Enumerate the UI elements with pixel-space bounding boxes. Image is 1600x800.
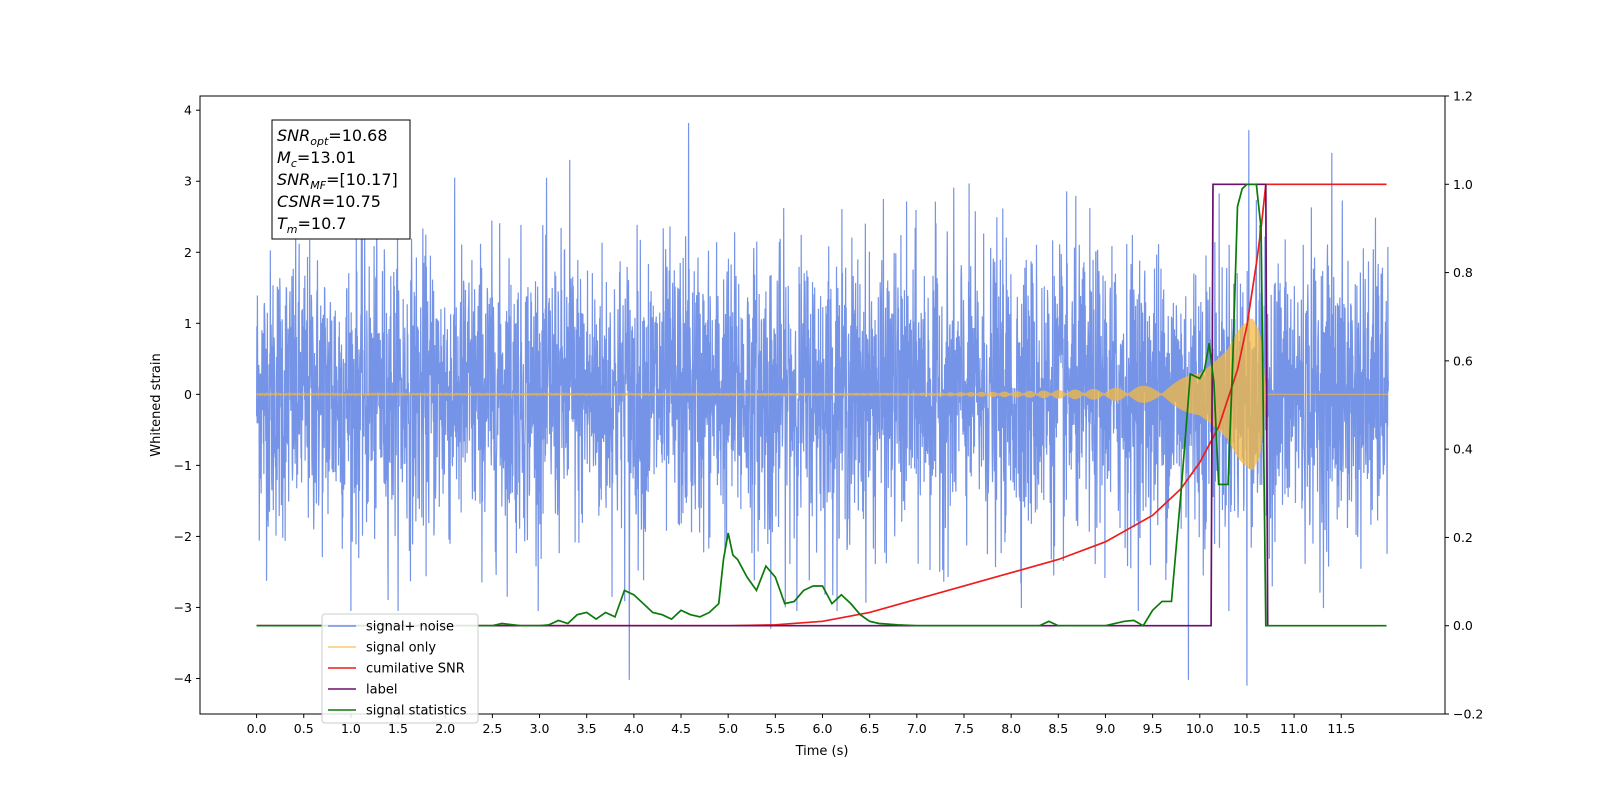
legend-entry: signal only — [366, 641, 436, 656]
x-tick-label: 8.0 — [1001, 721, 1021, 736]
x-tick-label: 7.0 — [907, 721, 927, 736]
annotation-symbol: M — [277, 148, 291, 167]
x-tick-label: 5.0 — [718, 721, 738, 736]
annotation-value: =13.01 — [297, 148, 356, 167]
legend: signal+ noise signal only cumilative SNR la… — [321, 613, 479, 724]
x-tick-label: 0.0 — [247, 721, 267, 736]
y-tick-label: −4 — [174, 671, 192, 686]
legend-entry: signal statistics — [366, 704, 467, 719]
x-tick-label: 6.0 — [813, 721, 833, 736]
series-cumulative-snr — [256, 183, 1387, 627]
legend-entry: signal+ noise — [366, 620, 454, 635]
x-tick-label: 3.0 — [530, 721, 550, 736]
y-tick-label: 0 — [184, 387, 192, 402]
annotation-frame — [271, 119, 411, 240]
right-y-tick-label: −0.2 — [1453, 707, 1483, 722]
annotation-subscript: MF — [310, 179, 326, 192]
right-y-tick-label: 0.0 — [1453, 618, 1473, 633]
x-tick-label: 11.5 — [1327, 721, 1355, 736]
x-axis: 0.0 0.5 1.0 1.5 2.0 2.5 3.0 3.5 4.0 4.5 5.0 5.5 6.0 6… — [247, 714, 1355, 736]
x-tick-label: 4.5 — [671, 721, 691, 736]
annotation-subscript: opt — [310, 135, 329, 148]
x-tick-label: 10.0 — [1186, 721, 1214, 736]
x-tick-label: 1.0 — [341, 721, 361, 736]
x-tick-label: 6.5 — [860, 721, 880, 736]
x-tick-label: 8.5 — [1048, 721, 1068, 736]
y-tick-label: 4 — [184, 103, 192, 118]
y-tick-label: −2 — [174, 529, 192, 544]
x-tick-label: 7.5 — [954, 721, 974, 736]
x-tick-label: 2.0 — [435, 721, 455, 736]
x-tick-label: 10.5 — [1233, 721, 1261, 736]
y-tick-label: 2 — [184, 245, 192, 260]
annotation-subscript: c — [291, 157, 297, 170]
annotation-line: Mc=13.01 — [277, 148, 356, 170]
right-y-axis: 1.2 1.0 0.8 0.6 0.4 0.2 0.0 −0.2 — [1445, 89, 1483, 722]
x-tick-label: 5.5 — [765, 721, 785, 736]
y-tick-label: −1 — [174, 458, 192, 473]
annotation-value: =10.7 — [298, 214, 347, 233]
legend-entry: cumilative SNR — [366, 662, 465, 677]
x-tick-label: 0.5 — [294, 721, 314, 736]
x-tick-label: 2.5 — [482, 721, 502, 736]
legend-frame — [321, 613, 479, 724]
right-y-tick-label: 0.8 — [1453, 265, 1473, 280]
annotation-box: SNRopt=10.68Mc=13.01SNRMF=[10.17]CSNR=10… — [271, 119, 411, 240]
series-signal-only — [256, 318, 1389, 471]
right-y-tick-label: 0.6 — [1453, 353, 1473, 368]
annotation-value: =10.75 — [322, 192, 381, 211]
right-y-tick-label: 1.0 — [1453, 177, 1473, 192]
legend-entry: label — [366, 683, 397, 698]
series-label — [256, 183, 1269, 627]
annotation-line: SNRopt=10.68 — [277, 126, 388, 148]
annotation-line: SNRMF=[10.17] — [277, 170, 398, 192]
x-axis-label: Time (s) — [795, 744, 849, 759]
x-tick-label: 4.0 — [624, 721, 644, 736]
annotation-symbol: CSNR — [277, 192, 322, 211]
right-y-tick-label: 0.4 — [1453, 442, 1473, 457]
x-tick-label: 9.5 — [1143, 721, 1163, 736]
y-axis-label: Whitened strain — [149, 353, 164, 456]
right-y-tick-label: 1.2 — [1453, 89, 1473, 104]
annotation-symbol: SNR — [277, 126, 310, 145]
series-layer — [255, 122, 1390, 686]
annotation-line: CSNR=10.75 — [277, 192, 381, 211]
annotation-value: =10.68 — [328, 126, 387, 145]
x-tick-label: 9.0 — [1096, 721, 1116, 736]
y-tick-label: 3 — [184, 174, 192, 189]
x-tick-label: 1.5 — [388, 721, 408, 736]
y-tick-label: 1 — [184, 316, 192, 331]
left-y-axis: 4 3 2 1 0 −1 −2 −3 −4 — [174, 103, 200, 686]
x-tick-label: 3.5 — [577, 721, 597, 736]
x-tick-label: 11.0 — [1280, 721, 1308, 736]
y-tick-label: −3 — [174, 600, 192, 615]
annotation-value: =[10.17] — [326, 170, 398, 189]
right-y-tick-label: 0.2 — [1453, 530, 1473, 545]
series-signal-statistics — [256, 183, 1387, 627]
annotation-subscript: m — [287, 223, 298, 236]
annotation-symbol: T — [277, 214, 288, 233]
annotation-line: Tm=10.7 — [277, 214, 347, 236]
annotation-symbol: SNR — [277, 170, 310, 189]
